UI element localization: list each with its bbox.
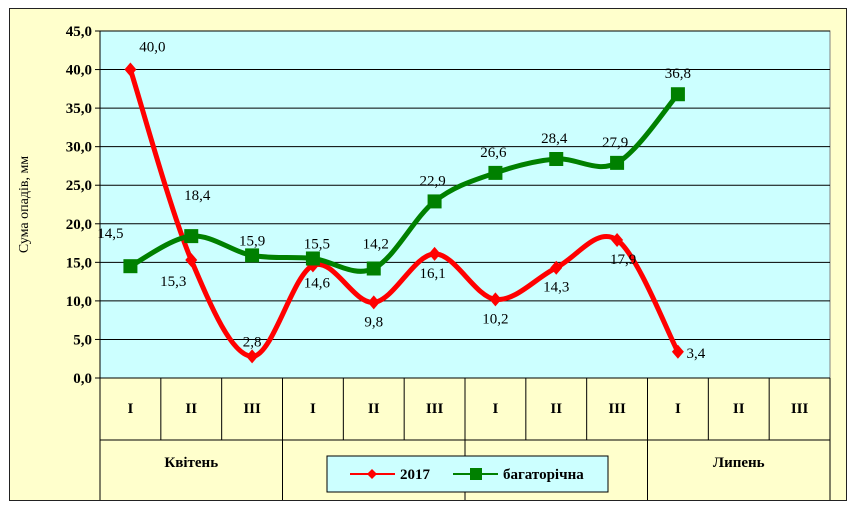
- x-tick-label: I: [127, 401, 133, 417]
- data-label: 14,5: [97, 226, 123, 242]
- data-label: 14,3: [543, 280, 569, 296]
- x-tick-label: II: [550, 401, 562, 417]
- data-label: 40,0: [139, 40, 165, 56]
- x-tick-label: III: [608, 401, 626, 417]
- data-point-square: [366, 261, 381, 276]
- data-point-square: [549, 152, 564, 167]
- data-label: 14,6: [304, 275, 331, 291]
- x-tick-label: III: [791, 401, 809, 417]
- y-tick-label: 5,0: [73, 332, 92, 348]
- data-point-diamond: [246, 349, 259, 364]
- x-tick-label: I: [492, 401, 498, 417]
- data-point-diamond: [489, 292, 502, 307]
- data-label: 26,6: [480, 145, 507, 161]
- data-point-diamond: [367, 295, 380, 310]
- x-tick-label: II: [733, 401, 745, 417]
- data-point-diamond: [124, 62, 137, 77]
- series-line: [128, 68, 681, 359]
- data-point-diamond: [550, 260, 563, 275]
- data-label: 27,9: [602, 135, 628, 151]
- data-label: 15,9: [239, 233, 265, 249]
- data-point-square: [123, 259, 138, 274]
- data-label: 18,4: [184, 188, 211, 204]
- legend-diamond-icon: [367, 469, 377, 479]
- data-point-square: [184, 229, 199, 244]
- data-point-square: [488, 165, 503, 180]
- data-label: 15,5: [304, 236, 330, 252]
- y-tick-label: 30,0: [66, 140, 92, 156]
- y-tick-label: 35,0: [66, 101, 92, 117]
- data-point-square: [427, 194, 442, 209]
- y-tick-label: 45,0: [66, 24, 92, 40]
- legend-label: 2017: [400, 467, 431, 483]
- legend: 2017 багаторічна: [326, 455, 609, 493]
- y-tick-label: 25,0: [66, 178, 92, 194]
- data-point-square: [670, 87, 685, 102]
- data-label: 28,4: [541, 131, 568, 147]
- x-tick-label: I: [675, 401, 681, 417]
- data-label: 17,9: [610, 252, 636, 268]
- data-label: 15,3: [160, 274, 186, 290]
- y-tick-label: 40,0: [66, 63, 92, 79]
- month-label: Квітень: [164, 455, 218, 471]
- legend-square-icon: [470, 468, 482, 480]
- data-point-square: [305, 251, 320, 266]
- series-line: [129, 92, 680, 274]
- data-point-diamond: [428, 246, 441, 261]
- y-axis-label: Сума опадів, мм: [17, 156, 32, 253]
- legend-label: багаторічна: [503, 467, 584, 483]
- series-multiyear: 14,5 18,4 15,9 15,5 14,2 22,9 26,6 28,4 27,9 36,8: [97, 66, 691, 276]
- y-tick-label: 20,0: [66, 217, 92, 233]
- x-tick-label: III: [426, 401, 444, 417]
- month-label: Липень: [713, 455, 765, 471]
- y-tick-label: 10,0: [66, 294, 92, 310]
- data-label: 9,8: [364, 314, 383, 330]
- x-tick-label: II: [368, 401, 380, 417]
- data-label: 22,9: [419, 173, 445, 189]
- data-point-diamond: [611, 232, 624, 247]
- y-tick-label: 0,0: [73, 371, 92, 387]
- data-label: 2,8: [243, 334, 262, 350]
- data-label: 16,1: [419, 266, 445, 282]
- y-tick-label: 15,0: [66, 255, 92, 271]
- data-point-square: [610, 155, 625, 170]
- data-label: 3,4: [687, 346, 706, 362]
- x-tick-label: III: [243, 401, 261, 417]
- data-label: 10,2: [482, 311, 508, 327]
- x-tick-label: I: [310, 401, 316, 417]
- data-point-diamond: [671, 344, 684, 359]
- data-label: 14,2: [363, 237, 389, 253]
- data-label: 36,8: [665, 66, 691, 82]
- series-2017: 40,0 15,3 2,8 14,6 9,8 16,1 10,2 14,3 17,9 3,4: [124, 40, 706, 364]
- data-point-square: [245, 248, 260, 263]
- data-point-diamond: [185, 253, 198, 268]
- x-tick-label: II: [185, 401, 197, 417]
- plot-area: [99, 30, 831, 379]
